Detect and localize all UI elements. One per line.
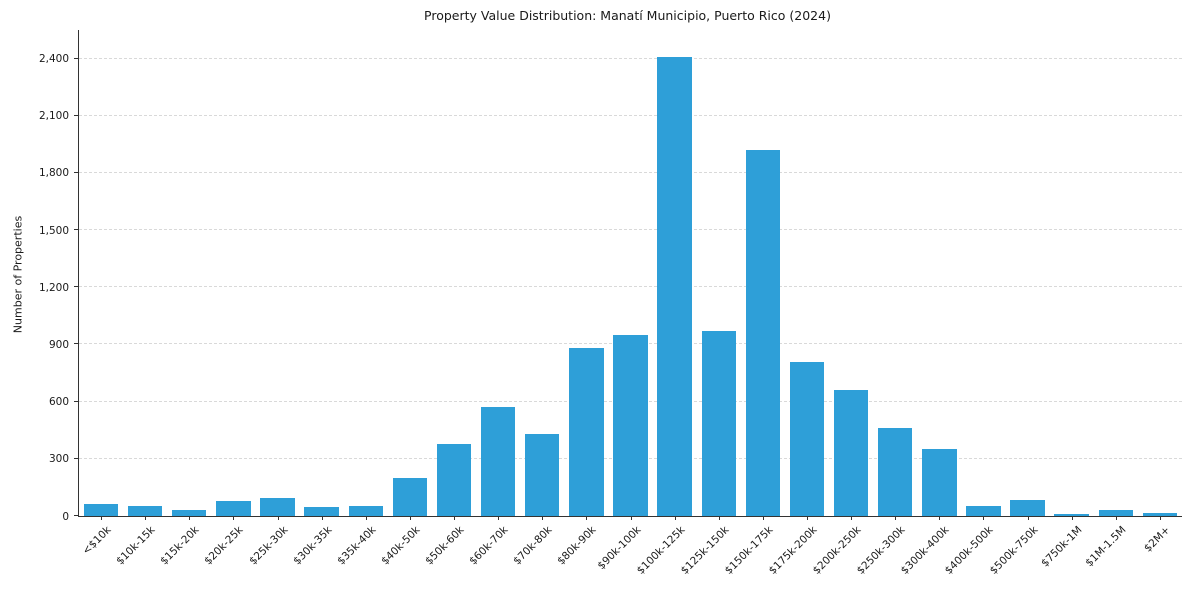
bar-$175k-200k bbox=[789, 361, 825, 516]
bar-$50k-60k bbox=[436, 443, 472, 516]
x-tick-label: $60k-70k bbox=[467, 524, 511, 568]
gridline bbox=[79, 57, 1182, 59]
x-tick-mark bbox=[895, 516, 897, 520]
x-tick-mark bbox=[1115, 516, 1117, 520]
x-tick-label: $25k-30k bbox=[246, 524, 291, 568]
x-tick-label: $2M+ bbox=[1141, 524, 1173, 555]
bar-$25k-30k bbox=[260, 497, 295, 516]
x-tick-label: $15k-20k bbox=[158, 524, 202, 568]
bar-$70k-80k bbox=[525, 434, 560, 516]
x-tick-mark bbox=[277, 516, 279, 520]
x-tick-mark bbox=[409, 516, 411, 520]
plot-area: 0 300 600 900 1,200 1,500 1,800 2,100 2,400 <$10k… bbox=[39, 30, 1182, 577]
bar-$30k-35k bbox=[304, 507, 339, 516]
x-tick-label: $80k-90k bbox=[555, 524, 599, 568]
y-tick-mark bbox=[74, 171, 79, 173]
bar-$125k-150k bbox=[701, 331, 736, 516]
x-tick-label: $20k-25k bbox=[202, 524, 246, 568]
x-tick-mark bbox=[674, 516, 676, 520]
x-tick-label: $35k-40k bbox=[334, 524, 379, 568]
x-tick-label: $1M-1.5M bbox=[1083, 524, 1129, 570]
y-tick-mark bbox=[74, 229, 79, 231]
bar-$1M-1.5M bbox=[1098, 510, 1134, 516]
x-tick-mark bbox=[762, 516, 764, 520]
gridline bbox=[79, 114, 1182, 116]
x-tick-mark bbox=[498, 516, 500, 520]
y-tick-label: 2,400 bbox=[38, 53, 69, 66]
y-tick-mark bbox=[74, 400, 79, 402]
y-tick-mark bbox=[74, 515, 79, 516]
y-tick-label: 600 bbox=[48, 396, 69, 409]
y-axis-title: Number of Properties bbox=[11, 215, 25, 334]
x-tick-mark bbox=[718, 516, 720, 520]
y-tick-mark bbox=[74, 343, 79, 345]
y-tick-label: 1,800 bbox=[38, 167, 69, 180]
bar-$90k-100k bbox=[613, 334, 648, 516]
x-tick-label: $50k-60k bbox=[423, 524, 467, 568]
y-tick-label: 1,200 bbox=[38, 281, 69, 294]
x-tick-mark bbox=[586, 516, 588, 520]
x-tick-label: $750k-1M bbox=[1038, 524, 1085, 570]
x-tick-mark bbox=[1159, 516, 1161, 520]
y-tick-mark bbox=[74, 457, 79, 459]
bar-$300k-400k bbox=[922, 449, 957, 516]
gridline bbox=[79, 286, 1182, 288]
chart-title: Property Value Distribution: Manatí Muni… bbox=[424, 8, 831, 23]
bar-$20k-25k bbox=[216, 500, 251, 516]
x-tick-label: $70k-80k bbox=[511, 524, 555, 568]
x-tick-mark bbox=[542, 516, 544, 520]
y-tick-label: 900 bbox=[48, 338, 69, 351]
y-tick-label: 1,500 bbox=[38, 224, 69, 237]
x-tick-label: <$10k bbox=[80, 524, 114, 558]
gridline bbox=[79, 229, 1182, 231]
y-tick-mark bbox=[74, 114, 79, 116]
bar-$80k-90k bbox=[569, 348, 604, 516]
bar-$2M+ bbox=[1142, 513, 1178, 516]
y-tick-label: 2,100 bbox=[38, 110, 69, 123]
bar-$200k-250k bbox=[833, 390, 869, 516]
x-tick-mark bbox=[851, 516, 853, 520]
bar-$100k-125k bbox=[657, 56, 692, 516]
x-tick-mark bbox=[233, 516, 235, 520]
x-tick-label: $40k-50k bbox=[378, 524, 423, 568]
x-tick-mark bbox=[806, 516, 808, 520]
bar-$15k-20k bbox=[172, 510, 207, 516]
x-tick-mark bbox=[321, 516, 323, 520]
x-tick-mark bbox=[365, 516, 367, 520]
x-tick-label: $90k-100k bbox=[594, 524, 643, 573]
y-tick-mark bbox=[74, 286, 79, 288]
bar-$750k-1M bbox=[1054, 513, 1089, 516]
gridline bbox=[79, 171, 1182, 173]
bar-$40k-50k bbox=[392, 477, 428, 516]
bar-$150k-175k bbox=[745, 150, 781, 516]
bar-$35k-40k bbox=[348, 506, 383, 516]
bar-$500k-750k bbox=[1010, 499, 1045, 516]
x-tick-mark bbox=[101, 516, 103, 520]
y-tick-label: 0 bbox=[62, 510, 69, 523]
x-tick-mark bbox=[939, 516, 941, 520]
bar-$60k-70k bbox=[480, 407, 516, 516]
x-tick-label: $10k-15k bbox=[114, 524, 158, 568]
bar-$10k-15k bbox=[127, 505, 163, 516]
x-tick-mark bbox=[1071, 516, 1073, 520]
bar-$250k-300k bbox=[878, 428, 913, 516]
x-tick-mark bbox=[630, 516, 632, 520]
bar-$400k-500k bbox=[966, 505, 1001, 516]
x-tick-mark bbox=[189, 516, 191, 520]
x-tick-label: $30k-35k bbox=[290, 524, 335, 568]
y-tick-mark bbox=[74, 57, 79, 59]
bar-<$10k bbox=[83, 503, 119, 516]
x-tick-mark bbox=[983, 516, 985, 520]
x-tick-mark bbox=[145, 516, 147, 520]
x-tick-mark bbox=[1027, 516, 1029, 520]
x-tick-mark bbox=[454, 516, 456, 520]
y-tick-label: 300 bbox=[48, 453, 69, 466]
